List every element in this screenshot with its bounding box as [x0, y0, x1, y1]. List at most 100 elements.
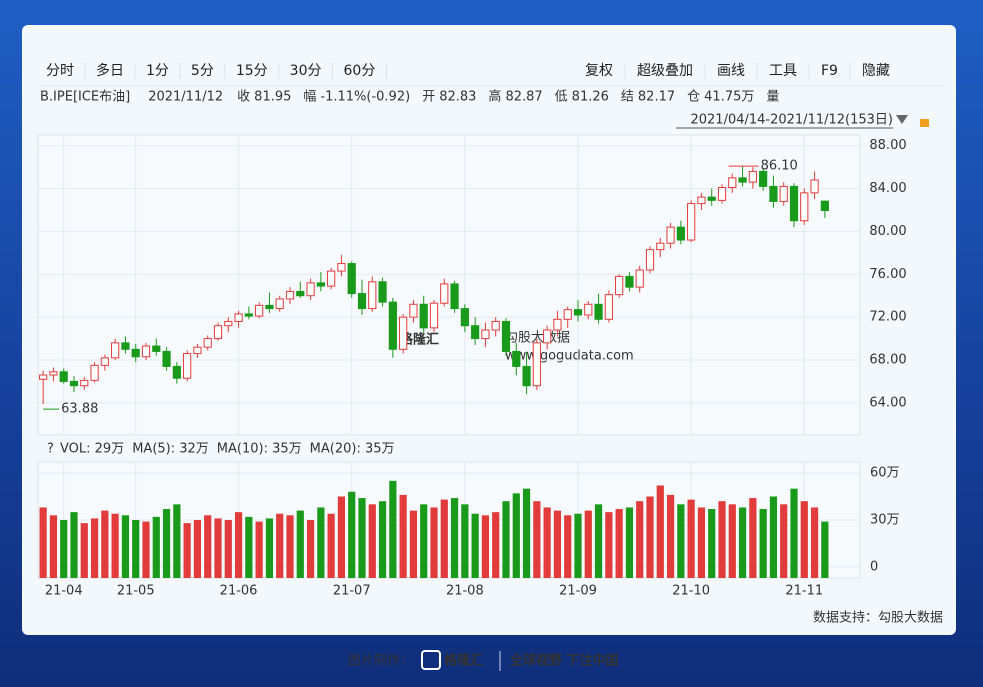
date-range[interactable]: 2021/04/14-2021/11/12(153日)	[690, 113, 893, 128]
candle-body	[604, 294, 613, 320]
volume-legend: VOL: 29万	[60, 442, 124, 457]
volume-legend: MA(10): 35万	[217, 442, 302, 457]
toolbar-item[interactable]: 多日	[96, 62, 124, 79]
candle-body	[141, 345, 151, 358]
volume-bar	[409, 510, 418, 578]
candle-body	[152, 345, 161, 352]
candle-body	[717, 187, 727, 201]
quote-label: 仓	[687, 90, 700, 105]
volume-legend: MA(20): 35万	[310, 442, 395, 457]
volume-bar	[749, 498, 757, 578]
candle-body	[399, 316, 408, 350]
volume-bar	[183, 523, 191, 578]
candle-body	[244, 313, 253, 317]
candle-body	[234, 313, 243, 322]
candle-body	[357, 293, 367, 310]
volume-bar	[204, 515, 212, 578]
volume-bar	[564, 515, 572, 578]
candle-body	[440, 283, 449, 304]
y-tick-label: 80.00	[869, 224, 906, 239]
toolbar-item[interactable]: 1分	[146, 63, 169, 79]
x-tick-label: 21-10	[672, 584, 710, 599]
candle-body	[80, 379, 89, 387]
dropdown-icon[interactable]	[896, 115, 908, 124]
toolbar-item[interactable]: 分时	[46, 63, 74, 79]
volume-bar	[111, 513, 119, 578]
volume-bar	[152, 516, 160, 578]
candle-body	[584, 303, 593, 316]
footer-logo	[421, 650, 441, 670]
volume-bar	[738, 507, 747, 578]
watermark-text: 勾股大数据	[505, 331, 570, 346]
volume-bar	[666, 494, 675, 578]
y-tick-label: 64.00	[869, 395, 906, 410]
candle-body	[39, 374, 48, 380]
footer-prefix: 图片制作：	[348, 654, 413, 669]
quote-label: 高	[488, 89, 501, 105]
candle-body	[450, 283, 459, 310]
help-icon[interactable]: ?	[47, 442, 54, 457]
toolbar-item[interactable]: 30分	[290, 63, 322, 79]
toolbar-item[interactable]: F9	[821, 63, 838, 79]
quote-label: 收	[237, 90, 250, 105]
volume-legend: MA(5): 32万	[132, 442, 209, 457]
volume-bar	[70, 512, 78, 578]
volume-bar	[173, 504, 181, 578]
toolbar-item[interactable]: 隐藏	[862, 63, 890, 79]
candle-body	[635, 269, 644, 288]
candle-body	[388, 301, 397, 350]
candle-body	[265, 304, 274, 310]
footer-brand: 格隆汇	[444, 653, 483, 669]
volume-bar	[780, 504, 788, 578]
lock-icon[interactable]	[920, 119, 929, 127]
candle-body	[656, 242, 665, 251]
candle-body	[460, 308, 469, 327]
toolbar-item[interactable]: 复权	[585, 62, 613, 79]
volume-bar	[615, 509, 623, 578]
candle-body	[255, 304, 264, 317]
volume-bar	[389, 480, 397, 578]
volume-bar	[605, 512, 613, 578]
volume-bar	[810, 507, 819, 578]
volume-bar	[481, 515, 490, 578]
candle-body	[296, 290, 305, 297]
volume-bar	[358, 498, 366, 578]
volume-bar	[317, 507, 325, 578]
data-source: 数据支持：勾股大数据	[813, 611, 943, 626]
y-tick-label: 60万	[870, 465, 900, 480]
candle-body	[738, 177, 747, 183]
toolbar-item[interactable]: 超级叠加	[637, 63, 693, 79]
candle-body	[285, 290, 295, 300]
volume-bar	[461, 504, 469, 578]
toolbar-item[interactable]: 工具	[769, 63, 797, 79]
toolbar-item[interactable]: 15分	[236, 63, 268, 79]
volume-bar	[399, 494, 407, 578]
volume-bar	[132, 520, 140, 578]
volume-bar	[276, 513, 284, 578]
volume-bar	[327, 513, 335, 578]
quote-label: 低	[555, 90, 568, 105]
y-tick-label: 68.00	[869, 353, 906, 368]
quote-label: 量	[766, 90, 779, 105]
candle-body	[666, 226, 675, 244]
volume-bar	[214, 518, 222, 578]
volume-bar	[728, 504, 736, 578]
candle-body	[481, 329, 490, 340]
quote-label: 结	[621, 90, 634, 105]
candle-body	[501, 320, 511, 352]
toolbar-item[interactable]: 60分	[344, 63, 376, 79]
toolbar-item[interactable]: 画线	[717, 63, 745, 79]
candle-body	[337, 263, 346, 272]
candle-body	[111, 342, 120, 359]
volume-bar	[574, 513, 582, 578]
quote-value: -1.11%(-0.92)	[320, 90, 410, 105]
candle-body	[306, 282, 315, 297]
candle-body	[594, 303, 603, 320]
volume-bar	[420, 504, 428, 578]
volume-bar	[800, 501, 808, 578]
volume-bar	[646, 496, 654, 578]
quote-symbol: B.IPE[ICE布油]	[40, 90, 130, 105]
volume-bar	[636, 501, 644, 578]
toolbar-item[interactable]: 5分	[191, 63, 214, 79]
candle-body	[347, 263, 356, 295]
